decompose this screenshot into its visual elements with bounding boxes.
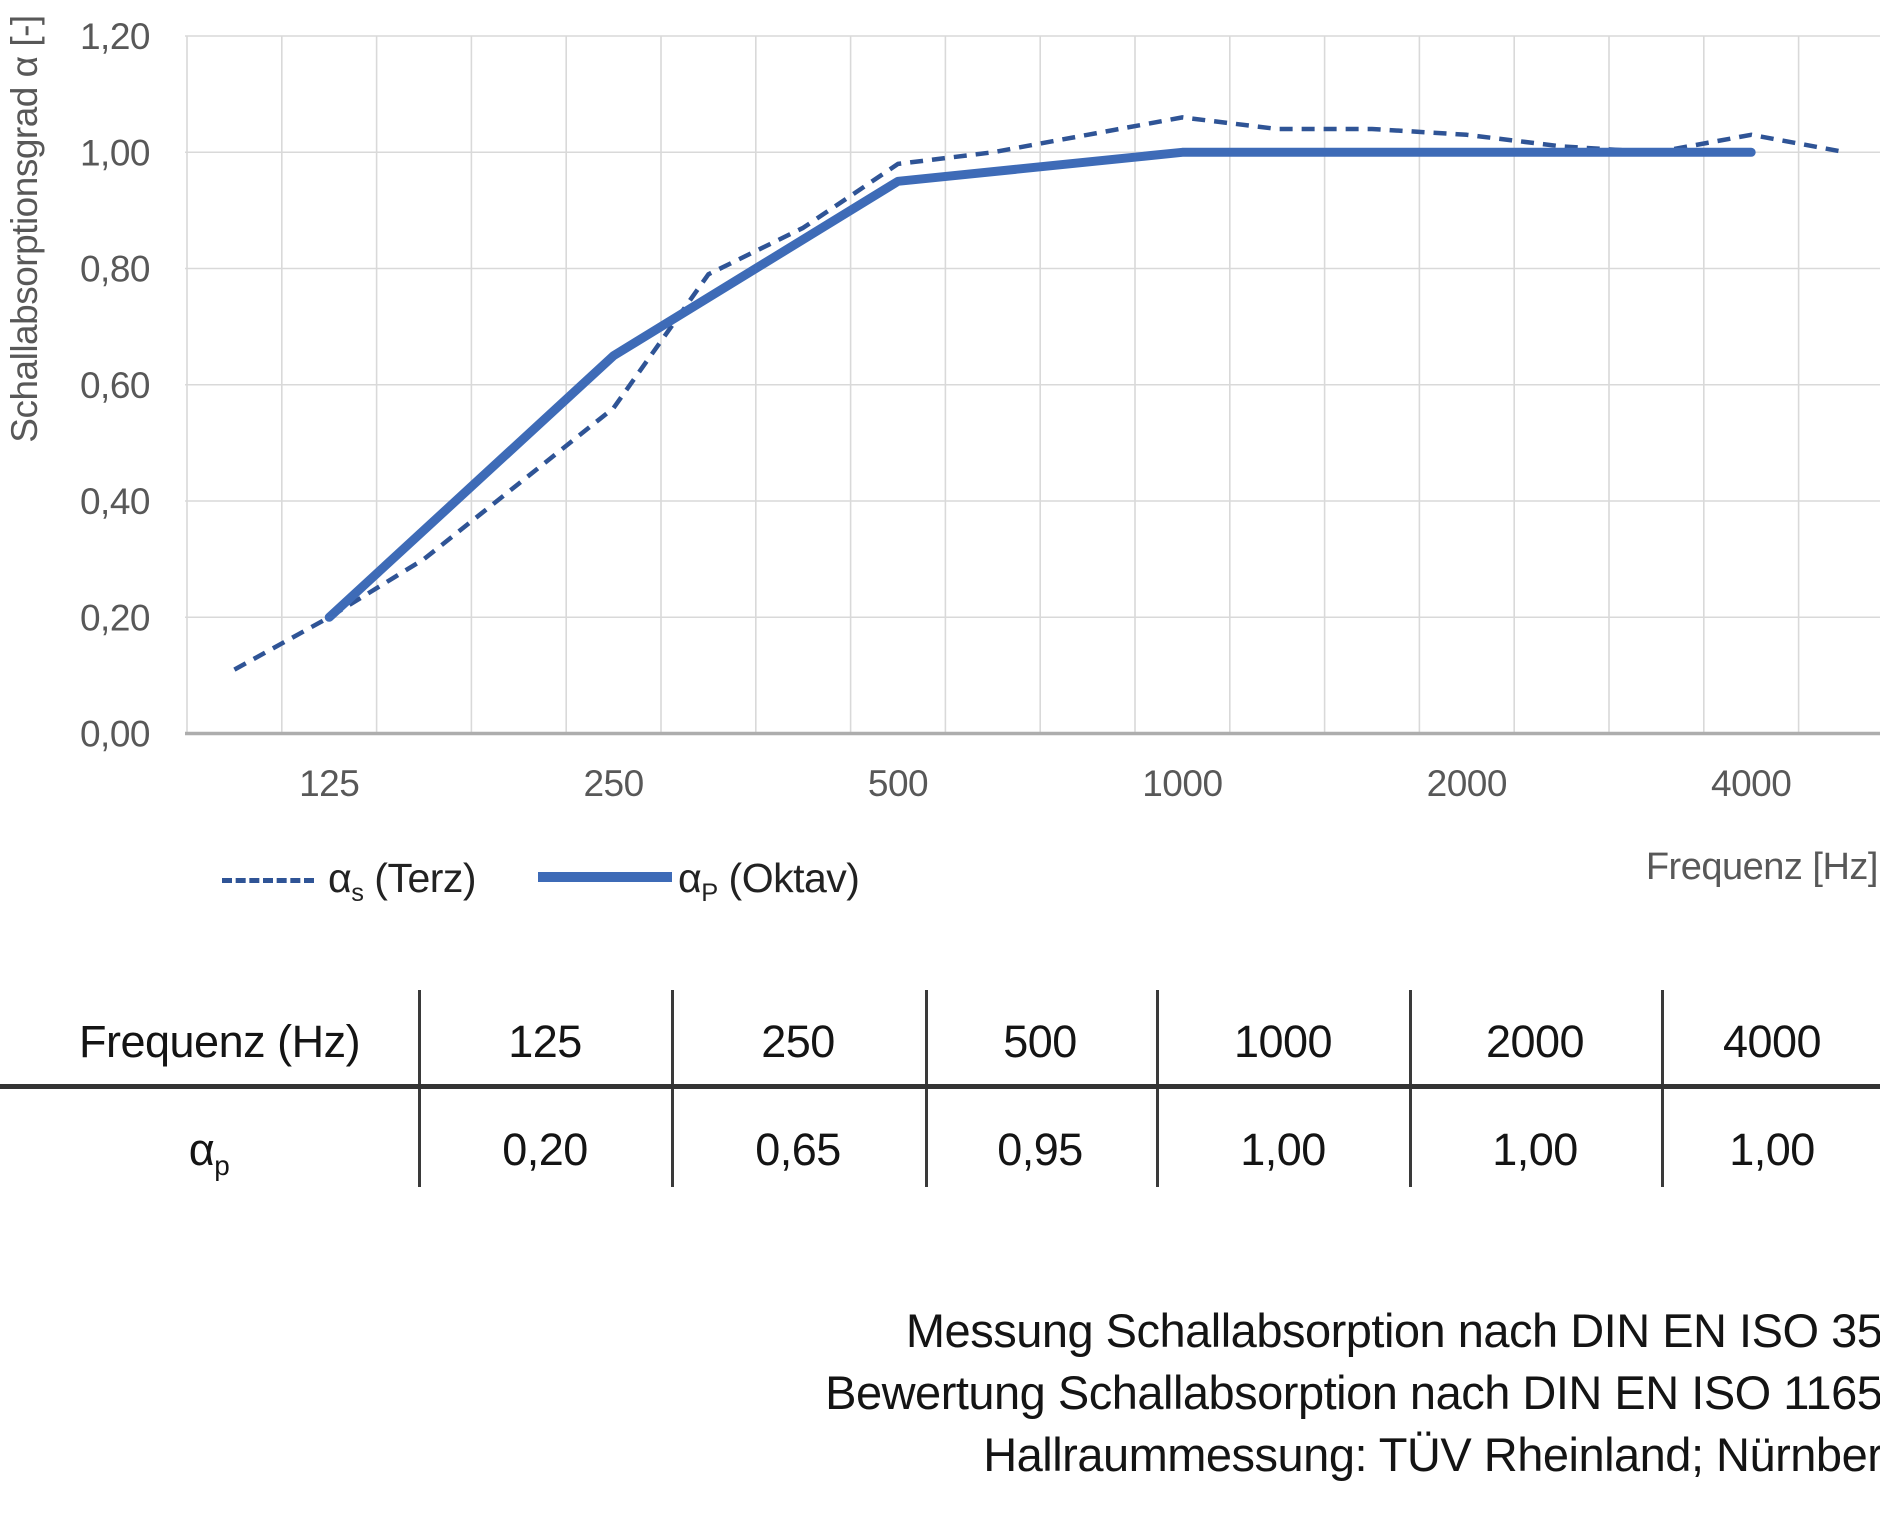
x-tick-label: 125 [299, 763, 359, 804]
series-line-oktav [324, 147, 1756, 622]
alpha-subscript: P [701, 879, 718, 908]
x-tick-label: 2000 [1427, 763, 1507, 804]
note-rating-standard: Bewertung Schallabsorption nach DIN EN I… [825, 1366, 1880, 1419]
legend-oktav-text: (Oktav) [717, 855, 860, 901]
x-axis-title: Frequenz [Hz] [1645, 846, 1879, 888]
table-header-1000: 1000 [1233, 1016, 1333, 1067]
table-header-4000: 4000 [1722, 1016, 1822, 1067]
table-header-2000: 2000 [1485, 1016, 1585, 1067]
alpha-symbol: α [188, 1124, 215, 1175]
y-tick-label: 0,80 [80, 249, 150, 290]
table-value-2000: 1,00 [1492, 1124, 1578, 1175]
y-tick-label: 0,00 [80, 714, 150, 755]
table-value-500: 0,95 [997, 1124, 1083, 1175]
alpha-symbol: α [328, 855, 352, 901]
table-header-500: 500 [1003, 1016, 1077, 1067]
x-tick-label: 4000 [1711, 763, 1791, 804]
y-tick-label: 1,00 [80, 132, 150, 173]
legend-oktav-swatch-solid-line [538, 872, 672, 882]
legend-oktav-label: αP (Oktav) [678, 855, 860, 906]
legend-terz-label: αs (Terz) [328, 855, 477, 906]
y-tick-label: 0,40 [80, 481, 150, 522]
table-header-250: 250 [761, 1016, 835, 1067]
x-tick-label: 1000 [1142, 763, 1222, 804]
legend-terz-swatch-dashed-line [222, 878, 314, 883]
table-value-125: 0,20 [502, 1124, 588, 1175]
alpha-symbol: α [678, 855, 702, 901]
alpha-subscript: s [351, 879, 364, 908]
note-measurement-standard: Messung Schallabsorption nach DIN EN ISO… [905, 1304, 1880, 1357]
table-value-1000: 1,00 [1240, 1124, 1326, 1175]
table-header-125: 125 [508, 1016, 582, 1067]
note-lab: Hallraummessung: TÜV Rheinland; Nürnberg [983, 1428, 1880, 1481]
table-row-label-alpha-p: αp [79, 1124, 339, 1179]
table-value-250: 0,65 [755, 1124, 841, 1175]
legend-terz-text: (Terz) [363, 855, 477, 901]
table-value-4000: 1,00 [1729, 1124, 1815, 1175]
x-tick-label: 250 [583, 763, 643, 804]
series-line-terz [233, 115, 1847, 672]
absorption-chart: 1,20 1,00 0,80 0,60 0,40 0,20 0,00 125 250 500 100… [80, 16, 1880, 804]
table-header-rule [0, 1084, 1880, 1089]
y-tick-label: 1,20 [80, 16, 150, 57]
y-tick-label: 0,20 [80, 597, 150, 638]
alpha-subscript: p [214, 1150, 230, 1181]
x-tick-label: 500 [868, 763, 928, 804]
y-tick-label: 0,60 [80, 365, 150, 406]
table-header-frequenz: Frequenz (Hz) [79, 1016, 361, 1067]
